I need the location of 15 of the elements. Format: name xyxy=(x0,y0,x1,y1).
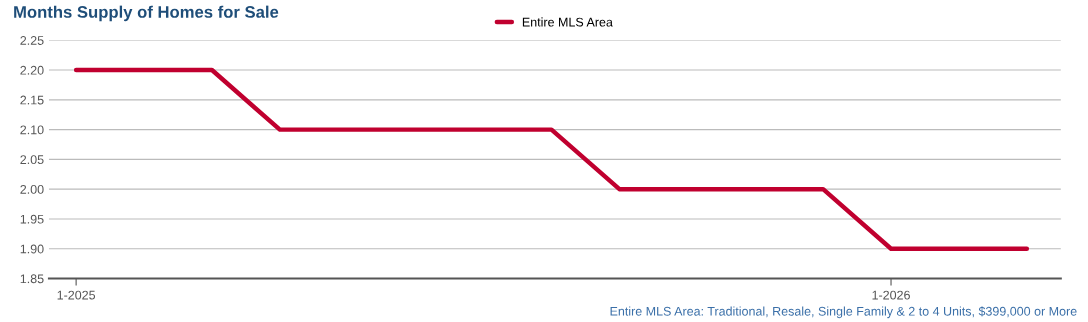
legend-label: Entire MLS Area xyxy=(522,17,613,27)
x-tick-label: 1-2025 xyxy=(57,290,96,300)
y-tick-label: 2.20 xyxy=(20,65,44,75)
y-tick-label: 2.15 xyxy=(20,95,44,105)
line-series xyxy=(73,67,1030,251)
y-tick-label: 2.00 xyxy=(20,184,44,194)
y-tick-label: 2.05 xyxy=(20,155,44,165)
y-tick-label: 1.95 xyxy=(20,214,44,224)
y-tick-label: 2.25 xyxy=(20,36,44,45)
y-tick-label: 1.85 xyxy=(20,274,44,284)
y-tick-label: 2.10 xyxy=(20,125,44,135)
x-tick-label: 1-2026 xyxy=(872,290,910,300)
text: Entire MLS Area: Traditional, Resale, Single Family & 2 to 4 Units, $399,000 or More xyxy=(610,306,1077,319)
chart-title: Months Supply of Homes for Sale xyxy=(14,5,279,22)
y-tick-label: 1.90 xyxy=(20,244,44,254)
